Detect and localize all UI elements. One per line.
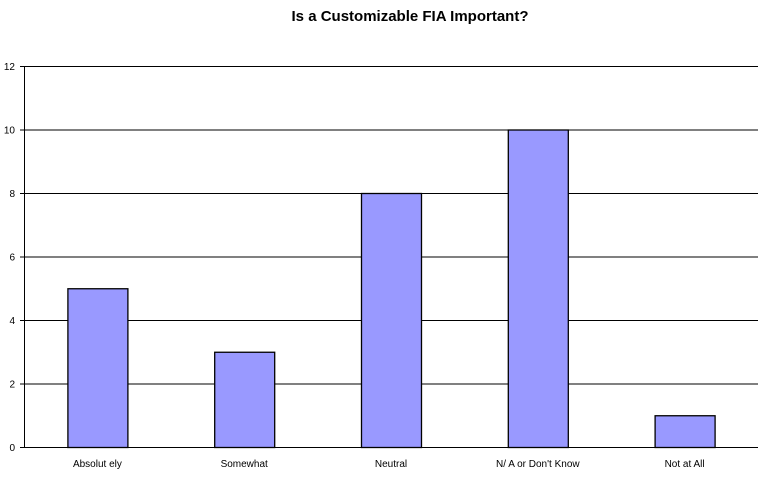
bar-5 xyxy=(654,415,716,449)
y-tick-label: 6 xyxy=(9,253,15,264)
y-tick-label: 10 xyxy=(4,126,16,137)
y-tick-label: 0 xyxy=(9,443,15,454)
x-tick-label: Not at All xyxy=(665,459,705,470)
y-tick-label: 8 xyxy=(9,189,15,200)
x-tick-labels: Absolut ely Somewhat Neutral N/ A or Don't … xyxy=(73,459,705,470)
y-tick-label: 2 xyxy=(9,380,15,391)
bars xyxy=(67,129,716,449)
bar-1 xyxy=(67,288,129,449)
x-tick-label: Neutral xyxy=(375,459,407,470)
y-tick-labels: 0 2 4 6 8 10 12 xyxy=(4,62,16,454)
chart-title: Is a Customizable FIA Important? xyxy=(292,8,529,25)
y-tick-label: 4 xyxy=(9,316,15,327)
bar-2 xyxy=(214,351,276,449)
bar-4 xyxy=(507,129,569,449)
y-tick-label: 12 xyxy=(4,62,16,73)
x-tick-label: Absolut ely xyxy=(73,459,122,470)
bar-3 xyxy=(360,192,423,449)
x-tick-label: N/ A or Don't Know xyxy=(496,459,580,470)
x-tick-label: Somewhat xyxy=(221,459,268,470)
